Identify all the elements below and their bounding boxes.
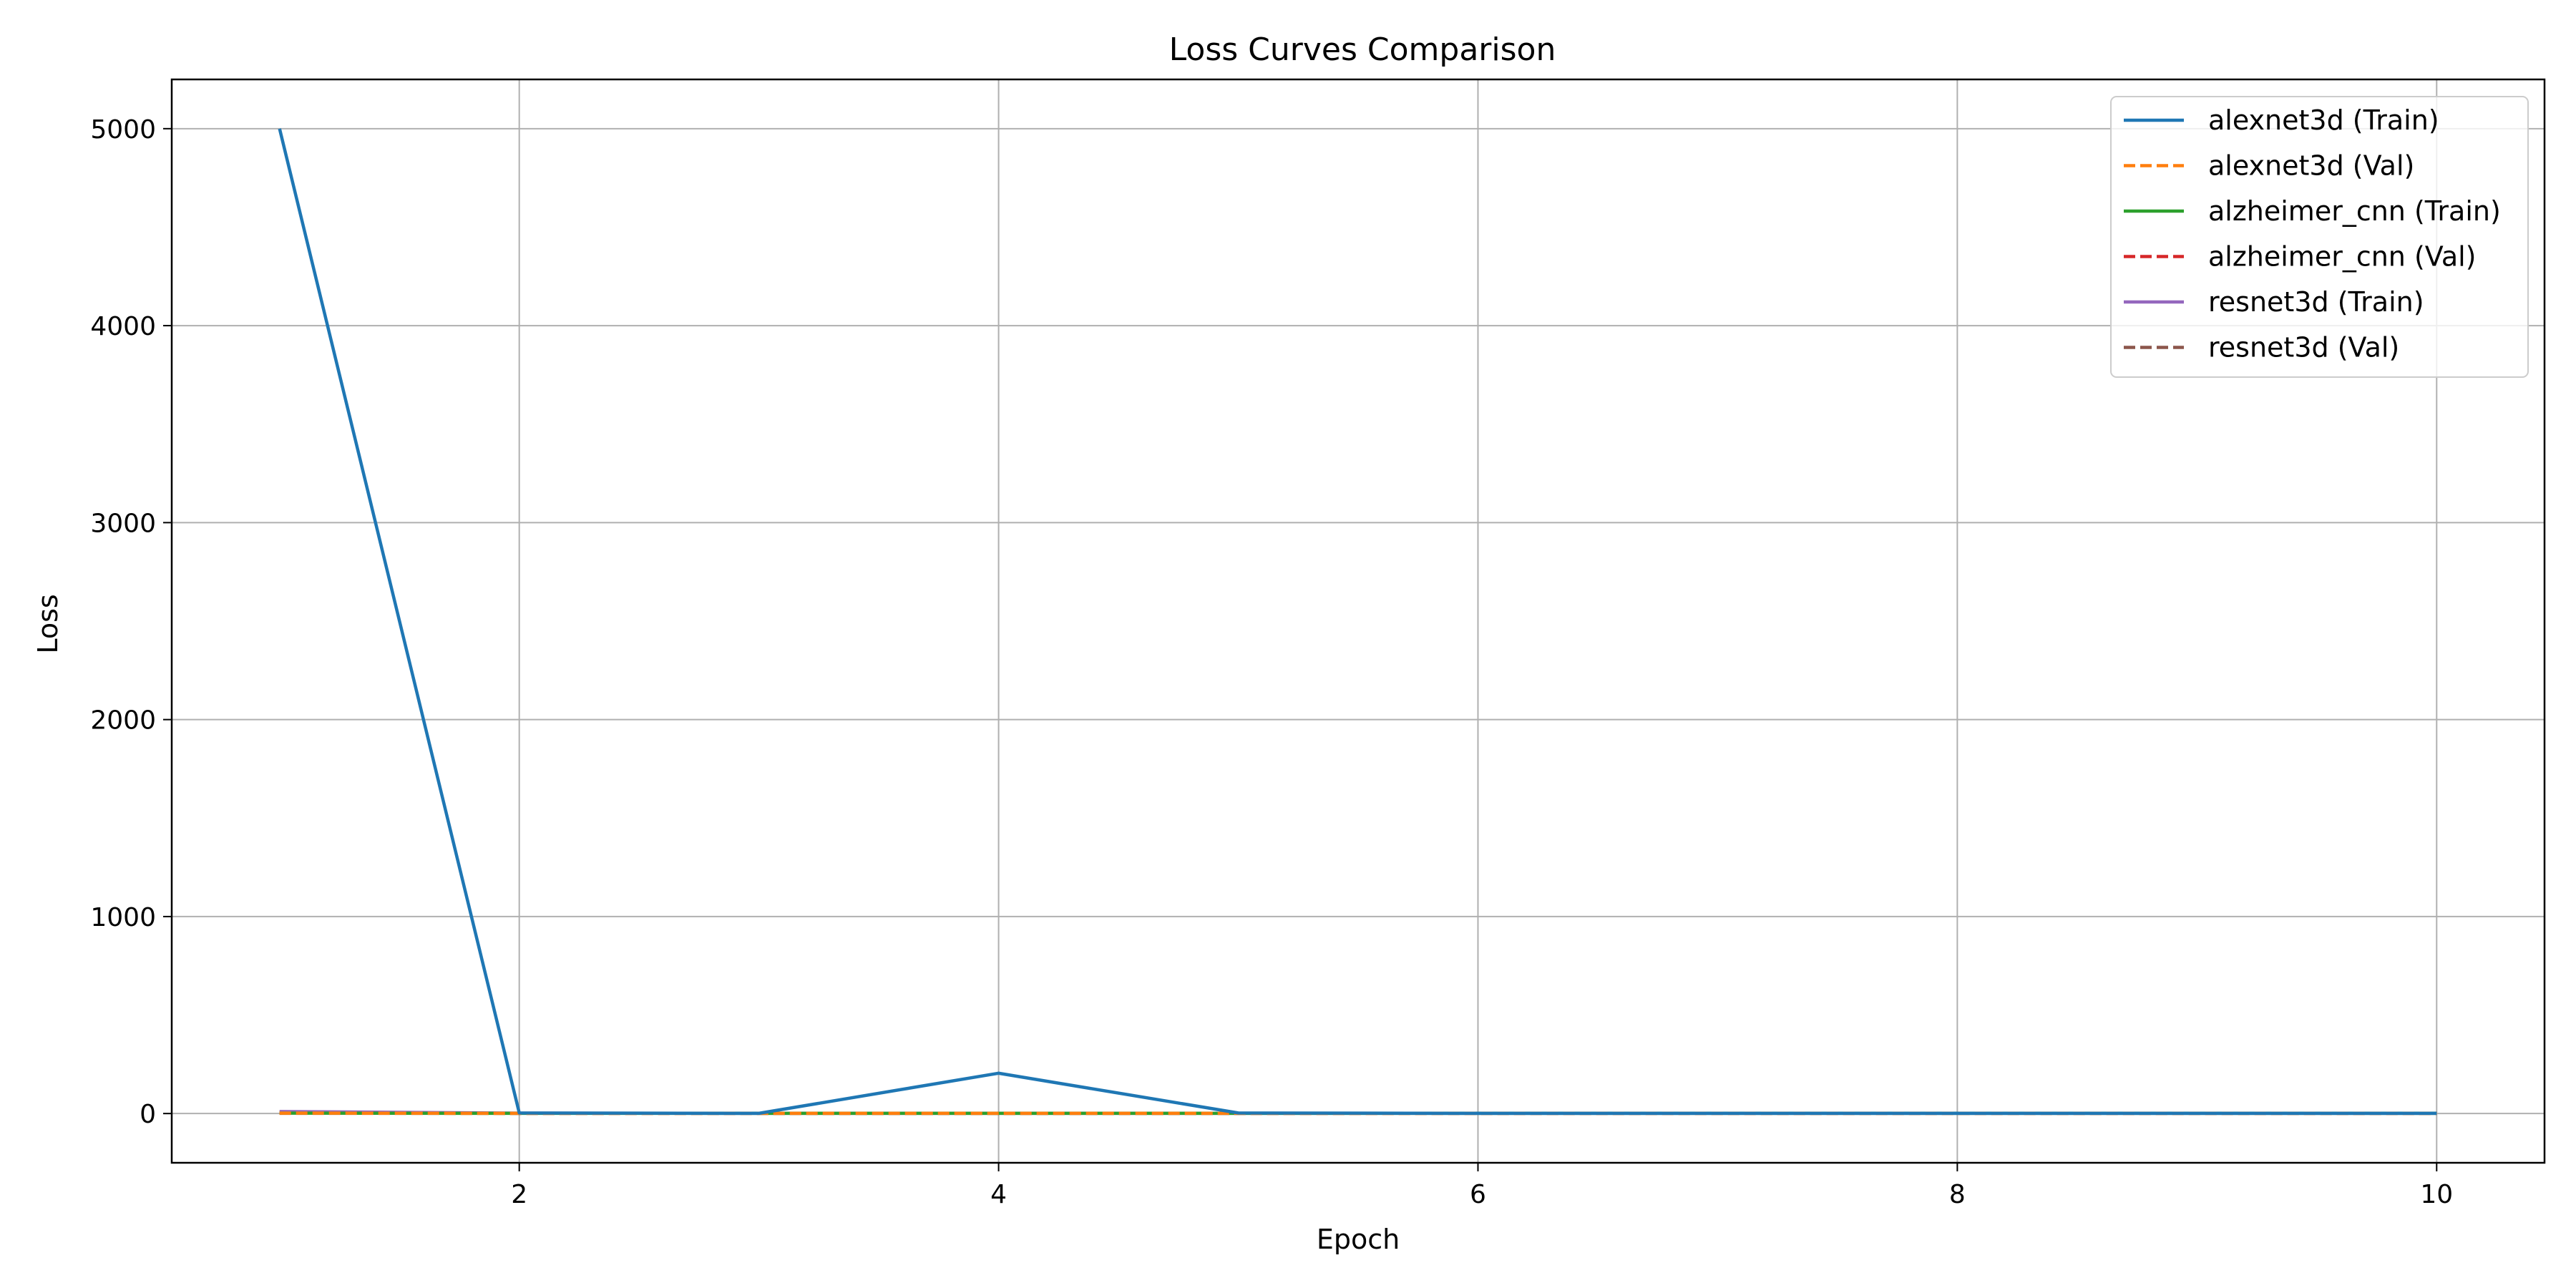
legend-label: alexnet3d (Val) [2208,150,2414,182]
y-tick-label: 0 [140,1100,156,1129]
x-tick-label: 2 [511,1180,527,1209]
x-tick-label: 6 [1470,1180,1486,1209]
y-tick-label: 5000 [90,115,156,145]
legend-label: resnet3d (Val) [2208,332,2399,364]
chart-title: Loss Curves Comparison [1169,31,1556,68]
y-axis-label: Loss [32,594,64,653]
series-lines [278,128,2437,1116]
x-tick-label: 4 [990,1180,1007,1209]
legend-label: alzheimer_cnn (Val) [2208,241,2477,273]
legend-label: alzheimer_cnn (Train) [2208,195,2501,227]
y-tick-label: 2000 [90,706,156,736]
y-tick-label: 3000 [90,509,156,538]
legend-box [2110,96,2529,378]
y-tick-label: 4000 [90,312,156,341]
x-axis-label: Epoch [1317,1224,1400,1255]
legend-label: resnet3d (Train) [2208,286,2424,318]
x-tick-label: 10 [2420,1180,2453,1209]
y-tick-label: 1000 [90,903,156,932]
series-line-0 [278,128,2437,1116]
y-axis-ticks: 0 1000 2000 3000 4000 5000 [90,115,172,1129]
x-tick-label: 8 [1949,1180,1966,1209]
legend: alexnet3d (Train) alexnet3d (Val) alzheime… [2110,96,2529,378]
legend-label: alexnet3d (Train) [2208,104,2439,136]
x-axis-ticks: 2 4 6 8 10 [511,1163,2453,1209]
plot-frame [170,78,2546,1164]
